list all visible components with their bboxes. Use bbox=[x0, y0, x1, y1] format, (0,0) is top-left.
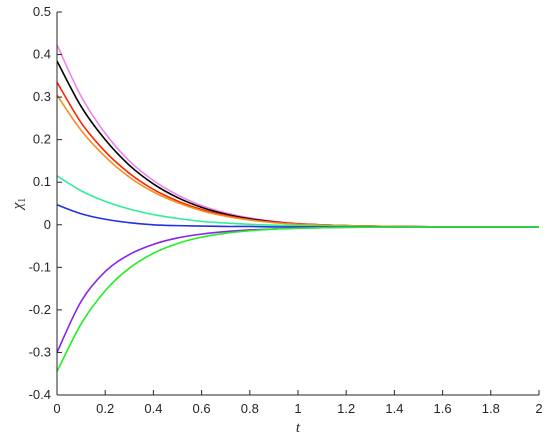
x-tick-label: 1.2 bbox=[337, 401, 355, 416]
y-axis-label-main: χ bbox=[10, 202, 26, 211]
y-tick-label: -0.1 bbox=[29, 259, 51, 274]
x-tick-label: 2 bbox=[535, 401, 542, 416]
x-tick-label: 0 bbox=[53, 401, 60, 416]
x-tick-label: 1 bbox=[294, 401, 301, 416]
y-tick-label: 0.1 bbox=[33, 174, 51, 189]
x-tick-label: 1.6 bbox=[434, 401, 452, 416]
series-line-8 bbox=[56, 226, 539, 372]
y-tick-label: 0.5 bbox=[33, 4, 51, 19]
y-tick-label: -0.4 bbox=[29, 387, 51, 402]
series-line-2 bbox=[56, 60, 539, 228]
x-tick-label: 0.2 bbox=[96, 401, 114, 416]
y-tick-label: 0.3 bbox=[33, 89, 51, 104]
series-line-5 bbox=[56, 175, 539, 228]
x-tick-label: 1.4 bbox=[385, 401, 403, 416]
x-ticks: 0 0.2 0.4 0.6 0.8 1 1.2 1.4 1.6 1.8 2 bbox=[53, 390, 543, 416]
y-axis-label-sub: 1 bbox=[17, 198, 28, 203]
y-tick-label: 0.2 bbox=[33, 132, 51, 147]
y-tick-label: 0.4 bbox=[33, 47, 51, 62]
y-tick-label: -0.3 bbox=[29, 344, 51, 359]
series-line-7 bbox=[56, 226, 539, 353]
y-ticks: -0.4 -0.3 -0.2 -0.1 0 0.1 0.2 0.3 0.4 0.5 bbox=[29, 4, 62, 402]
series-line-3 bbox=[56, 81, 539, 228]
series-line-1 bbox=[56, 44, 539, 228]
axes bbox=[56, 12, 539, 396]
x-axis-label: t bbox=[296, 420, 301, 436]
x-tick-label: 1.8 bbox=[482, 401, 500, 416]
x-tick-label: 0.8 bbox=[241, 401, 259, 416]
x-tick-label: 0.6 bbox=[193, 401, 211, 416]
series-layer bbox=[56, 44, 539, 372]
y-tick-label: 0 bbox=[44, 217, 51, 232]
x-tick-label: 0.4 bbox=[144, 401, 162, 416]
y-tick-label: -0.2 bbox=[29, 302, 51, 317]
y-axis-label: χ1 bbox=[10, 198, 28, 212]
